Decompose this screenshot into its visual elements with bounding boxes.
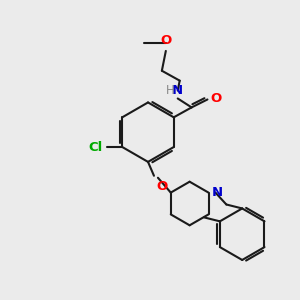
Text: O: O [156,180,167,193]
Text: H: H [165,85,174,98]
Text: N: N [212,186,223,199]
Text: O: O [160,34,172,47]
Text: N: N [172,85,183,98]
Text: Cl: Cl [88,140,103,154]
Text: O: O [210,92,222,105]
